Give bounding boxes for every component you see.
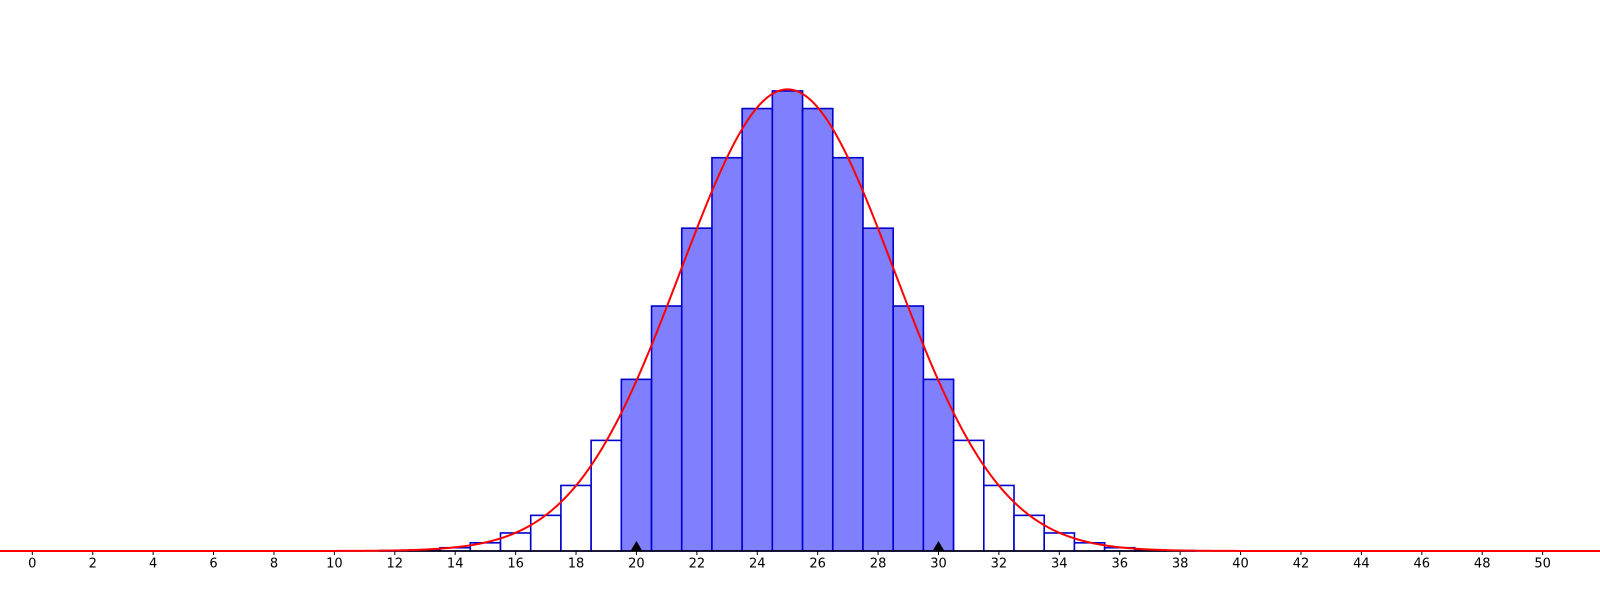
bar [801, 107, 834, 552]
density-curve [0, 88, 1600, 552]
x-tick-label: 30 [930, 557, 947, 572]
bar [892, 305, 925, 552]
x-tick-label: 14 [447, 557, 464, 572]
x-tick-label: 28 [870, 557, 887, 572]
x-tick-label: 46 [1414, 557, 1431, 572]
bar [862, 227, 894, 552]
x-tick-label: 38 [1172, 557, 1189, 572]
x-tick-label: 32 [991, 557, 1008, 572]
x-tick-label: 18 [568, 557, 585, 572]
bar [983, 484, 1015, 552]
x-tick-label: 22 [689, 557, 706, 572]
range-marker [630, 541, 643, 551]
bar [529, 514, 562, 552]
bar [711, 156, 743, 552]
x-tick-label: 20 [628, 557, 645, 572]
x-tick-label: 26 [809, 557, 826, 572]
x-tick-label: 12 [387, 557, 404, 572]
x-tick-label: 40 [1232, 557, 1249, 572]
x-tick-label: 6 [209, 557, 217, 572]
x-tick-label: 34 [1051, 557, 1068, 572]
bar [1013, 514, 1046, 552]
x-tick-label: 44 [1353, 557, 1370, 572]
x-tick-label: 24 [749, 557, 766, 572]
x-tick-label: 42 [1293, 557, 1310, 572]
x-tick-label: 10 [326, 557, 343, 572]
x-tick-label: 16 [507, 557, 524, 572]
bar [650, 305, 683, 552]
bar [741, 107, 774, 552]
bar [560, 484, 592, 552]
x-tick-label: 2 [89, 557, 97, 572]
bar [620, 378, 653, 552]
x-tick-label: 36 [1111, 557, 1128, 572]
x-tick-label: 0 [28, 557, 36, 572]
bar [922, 378, 955, 552]
bar [1043, 532, 1076, 552]
x-tick-label: 48 [1474, 557, 1491, 572]
x-tick-label: 50 [1534, 557, 1551, 572]
bar [499, 532, 532, 552]
x-tick-label: 4 [149, 557, 157, 572]
bar [771, 90, 804, 552]
x-tick-label: 8 [270, 557, 278, 572]
bar [680, 227, 713, 552]
bar [831, 156, 864, 552]
range-marker [932, 541, 945, 551]
